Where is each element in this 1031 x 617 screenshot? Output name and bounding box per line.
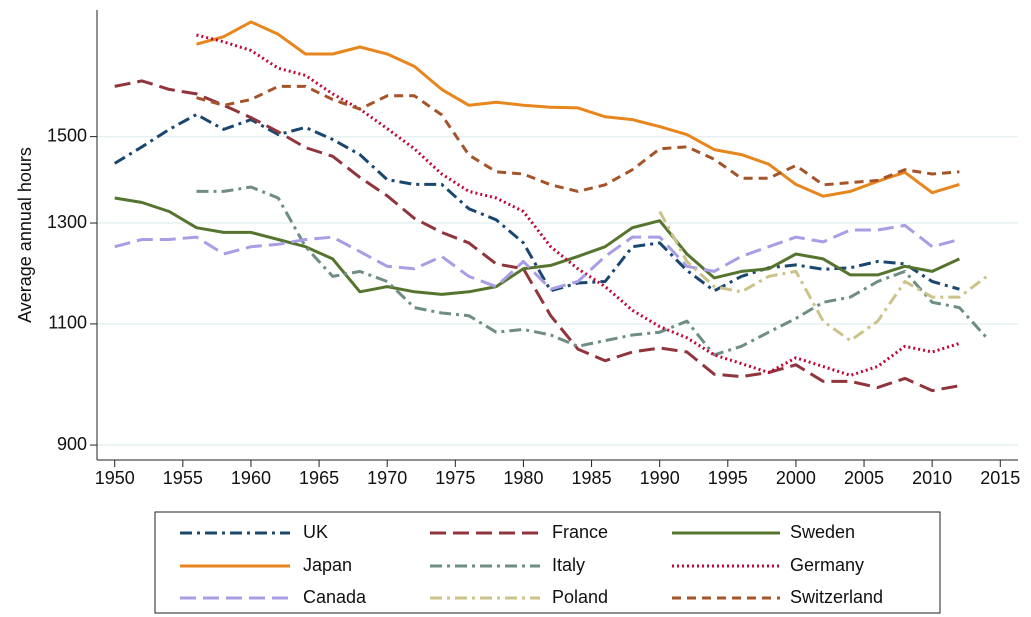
y-tick-label: 1100 xyxy=(48,313,87,333)
series-line xyxy=(196,20,960,198)
legend-label: Germany xyxy=(790,555,864,575)
x-tick-label: 1965 xyxy=(299,468,339,488)
y-tick-label: 900 xyxy=(57,434,87,454)
x-tick-label: 2015 xyxy=(980,468,1020,488)
series-line xyxy=(114,79,960,393)
x-tick-label: 1970 xyxy=(367,468,407,488)
legend-label: Switzerland xyxy=(790,587,883,607)
x-tick-label: 1950 xyxy=(95,468,135,488)
series-line xyxy=(114,223,960,291)
legend-label: UK xyxy=(303,522,328,542)
legend-box xyxy=(154,511,941,614)
x-tick-label: 1995 xyxy=(708,468,748,488)
y-tick-label: 1300 xyxy=(47,212,87,232)
x-tick-label: 1985 xyxy=(572,468,612,488)
series-line xyxy=(114,196,961,296)
series-line xyxy=(196,33,960,377)
x-tick-label: 1990 xyxy=(640,468,680,488)
legend-label: Japan xyxy=(303,555,352,575)
legend-label: France xyxy=(552,522,608,542)
x-tick-label: 1960 xyxy=(231,468,271,488)
series-line xyxy=(658,210,988,343)
series-line xyxy=(196,185,988,357)
series-line xyxy=(196,84,960,193)
x-tick-label: 1980 xyxy=(503,468,543,488)
x-tick-label: 2005 xyxy=(844,468,884,488)
x-tick-label: 1955 xyxy=(163,468,203,488)
series-line xyxy=(113,113,960,293)
x-tick-label: 2010 xyxy=(912,468,952,488)
x-tick-label: 1975 xyxy=(435,468,475,488)
y-tick-label: 1500 xyxy=(47,125,87,145)
legend-label: Poland xyxy=(552,587,608,607)
x-tick-label: 2000 xyxy=(776,468,816,488)
y-axis-label: Average annual hours xyxy=(15,147,35,323)
legend-label: Italy xyxy=(552,555,585,575)
legend-label: Sweden xyxy=(790,522,855,542)
legend-label: Canada xyxy=(303,587,367,607)
